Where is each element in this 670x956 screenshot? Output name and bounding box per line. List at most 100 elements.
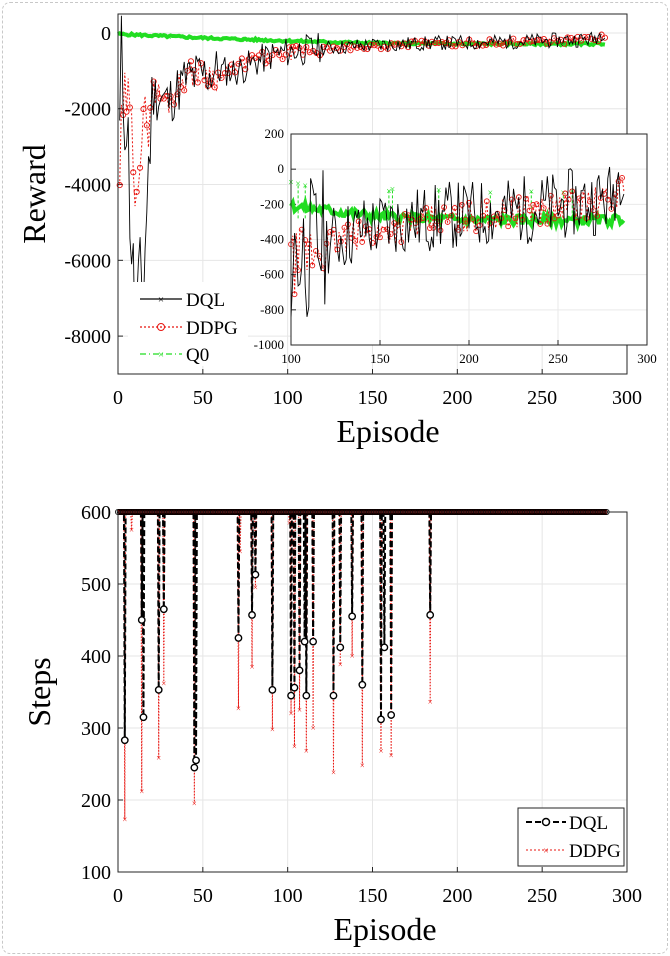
inset-ddpg-marker <box>526 207 533 214</box>
inset-ddpg-marker <box>345 221 351 228</box>
inset-ytick-label: -400 <box>260 232 284 247</box>
inset-ddpg-marker <box>359 239 366 245</box>
reward-legend-box <box>128 282 248 366</box>
dql-steps-marker <box>348 612 357 621</box>
ddpg-reward-marker <box>350 43 357 50</box>
steps-ytick-label: 100 <box>81 862 111 884</box>
inset-y-ticks: 200 0 -200 -400 -600 -800 -1000 <box>254 126 284 352</box>
inset-ytick-label: 200 <box>265 126 285 141</box>
inset-ddpg-marker <box>540 205 547 211</box>
ddpg-steps-marker: × <box>304 746 309 756</box>
steps-ytick-label: 200 <box>81 790 111 812</box>
dql-steps-marker <box>190 763 199 772</box>
inset-ddpg-marker <box>455 226 462 233</box>
ddpg-reward-marker <box>520 37 527 44</box>
ddpg-reward-marker <box>439 39 446 46</box>
ddpg-steps-marker: × <box>297 705 302 715</box>
dql-steps-marker <box>387 711 396 719</box>
ddpg-steps-marker: × <box>360 760 365 770</box>
q0-reward-marker: × <box>302 37 308 48</box>
ddpg-reward-marker <box>187 58 195 65</box>
steps-xtick-label: 50 <box>193 885 213 907</box>
dql-steps-marker <box>290 683 299 692</box>
ddpg-reward-marker <box>130 169 137 176</box>
dql-steps-marker <box>380 643 389 652</box>
inset-ddpg-marker <box>355 218 362 225</box>
ddpg-reward-marker <box>503 39 510 46</box>
inset-ytick-label: -200 <box>260 196 284 211</box>
ddpg-reward-marker <box>238 55 245 62</box>
dql-steps-marker <box>120 736 129 745</box>
ddpg-reward-marker <box>181 87 188 94</box>
dql-steps-marker <box>302 691 311 700</box>
steps-y-axis-label: Steps <box>21 657 57 726</box>
dql-steps-marker <box>234 634 243 642</box>
q0-reward-marker: × <box>288 37 294 48</box>
ddpg-steps-marker: × <box>292 742 297 752</box>
reward-xtick-label: 100 <box>273 387 303 409</box>
ddpg-reward-marker <box>449 43 456 50</box>
ddpg-steps-marker: × <box>350 651 355 661</box>
inset-ddpg-marker <box>423 205 430 211</box>
ddpg-reward-marker <box>276 51 283 58</box>
reward-chart: × × × × × × × × × 0 50 100 150 200 250 300 0-2000-4000… <box>16 13 657 449</box>
inset-xtick-label: 300 <box>637 351 657 366</box>
ddpg-reward-marker <box>143 122 150 129</box>
reward-xtick-label: 300 <box>612 387 642 409</box>
inset-ddpg-marker <box>309 262 316 269</box>
steps-y-ticks: 600 500 400 300 200 100 <box>81 502 111 884</box>
inset-q0-marker: × <box>386 186 392 197</box>
ddpg-reward-marker <box>279 56 286 63</box>
steps-plot-frame <box>117 511 628 873</box>
reward-x-axis-label: Episode <box>336 413 439 449</box>
ddpg-steps-marker: × <box>389 750 394 760</box>
steps-xtick-label: 150 <box>358 885 388 907</box>
inset-ddpg-marker <box>416 216 423 223</box>
inset-xtick-label: 200 <box>459 351 479 366</box>
ddpg-reward-marker <box>150 78 157 85</box>
ddpg-steps-marker: × <box>238 547 243 557</box>
ddpg-reward-marker <box>137 164 144 171</box>
steps-ytick-label: 500 <box>81 574 111 596</box>
ddpg-reward-marker <box>269 52 276 59</box>
ddpg-steps-marker: × <box>122 814 127 824</box>
dql-steps-marker <box>377 715 385 724</box>
dql-steps-marker <box>329 691 338 700</box>
ddpg-reward-marker <box>584 34 592 41</box>
ddpg-reward-marker <box>123 108 130 115</box>
inset-ddpg-marker <box>409 216 415 223</box>
q0-reward-marker: × <box>560 40 566 51</box>
inset-q0-marker: × <box>528 187 534 198</box>
reward-xtick-label: 50 <box>193 387 213 409</box>
steps-xtick-label: 0 <box>113 885 123 907</box>
steps-xtick-label: 250 <box>527 885 557 907</box>
inset-ddpg-marker <box>466 199 472 206</box>
ddpg-steps-marker: × <box>161 678 166 688</box>
steps-xtick-label: 100 <box>273 885 303 907</box>
reward-ytick-label: -4000 <box>64 175 111 197</box>
legend-steps-dql-marker <box>541 817 551 827</box>
legend-steps-ddpg-marker: × <box>543 846 549 857</box>
reward-ytick-label: -8000 <box>64 326 111 348</box>
ddpg-steps-marker: × <box>428 697 433 707</box>
inset-ytick-label: -1000 <box>254 337 284 352</box>
inset-dql-line <box>290 166 625 319</box>
dql-steps-marker <box>251 570 260 579</box>
reward-legend: × DQL DDPG × Q0 <box>128 282 248 366</box>
reward-xtick-label: 0 <box>113 387 123 409</box>
ddpg-reward-marker <box>452 43 459 50</box>
ddpg-steps-marker: × <box>289 709 294 719</box>
legend-steps-ddpg-label: DDPG <box>569 841 621 862</box>
ddpg-steps-marker: × <box>331 768 336 778</box>
inset-xtick-label: 100 <box>281 351 301 366</box>
inset-ddpg-marker <box>437 227 444 234</box>
ddpg-steps-marker: × <box>378 746 383 756</box>
ddpg-reward-marker <box>493 41 500 48</box>
ddpg-reward-marker <box>496 40 503 47</box>
ddpg-reward-marker <box>360 45 368 52</box>
inset-ddpg-marker <box>594 212 601 219</box>
ddpg-steps-marker: × <box>156 753 161 763</box>
dql-steps-marker <box>154 685 163 694</box>
inset-q0-marker: × <box>302 181 308 192</box>
inset-ddpg-marker <box>313 248 319 254</box>
